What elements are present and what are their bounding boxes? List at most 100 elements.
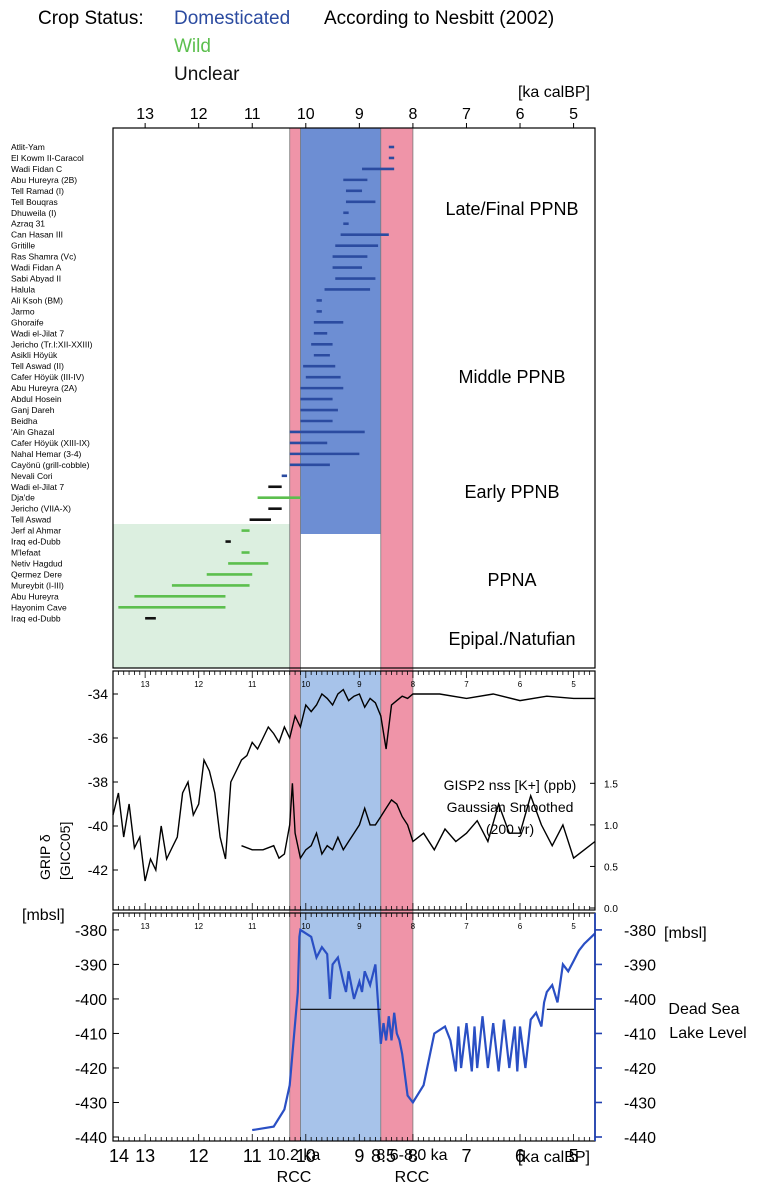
site-label: Ras Shamra (Vc) [11,252,76,262]
site-label: Ghoraife [11,317,44,327]
gisp2-label: Gaussian Smoothed [447,799,574,815]
gisp2-potassium-line [241,783,596,860]
site-label: Tell Aswad [11,515,51,525]
site-label: Wadi el-Jilat 7 [11,328,64,338]
site-label: Gritille [11,241,35,251]
lake-y-tick-left: -400 [75,992,107,1009]
site-label: Dhuweila (I) [11,208,57,218]
phase-label: PPNA [487,570,536,590]
legend-wild: Wild [174,36,211,57]
time-axes: [ka calBP] 13 12 11 10 9 8 7 6 5 14 13 12 11 10 9 8 7 6 5 8.… [109,84,590,1186]
bottom-tick-label: 5 [569,1146,579,1166]
site-label: Netiv Hagdud [11,558,63,568]
grip-ylabel-full: GRIP δ 18Oice (‰, VSMOW) [GICC05] [29,862,31,880]
site-label: Dja'de [11,493,35,503]
site-label: Abu Hureyra [11,591,59,601]
site-label: Abu Hureyra (2B) [11,175,77,185]
site-label: Qermez Dere [11,569,62,579]
mini-tick-label: 9 [357,922,362,931]
legend-source: According to Nesbitt (2002) [324,8,555,29]
grip-d18o-line [112,688,595,882]
site-label: Tell Aswad (II) [11,361,64,371]
site-label: Atlit-Yam [11,142,45,152]
site-label: Sabi Abyad II [11,274,61,284]
site-label: Can Hasan III [11,230,63,240]
site-label: El Kowm II-Caracol [11,153,84,163]
top-tick-label: 5 [569,106,578,123]
legend-unclear: Unclear [174,64,240,85]
gisp2-y-tick: 0.5 [604,862,618,873]
mini-tick-label: 11 [248,680,257,689]
grip-y-tick: -34 [88,686,108,702]
bottom-axis-unit: [ka calBP] [518,1149,590,1166]
grip-y-tick: -36 [88,730,108,746]
grip-y-tick: -38 [88,774,108,790]
lake-y-tick-left: -380 [75,923,107,940]
lake-y-tick-right: -400 [624,992,656,1009]
site-label: Iraq ed-Dubb [11,537,61,547]
bottom-tick-label-extra: 8.5 [371,1146,396,1166]
top-tick-label: 13 [136,106,154,123]
top-tick-label: 6 [516,106,525,123]
phase-label: Early PPNB [464,482,559,502]
lake-y-tick-right: -440 [624,1130,656,1147]
mini-tick-label: 5 [571,922,576,931]
grip-y-tick: -42 [88,862,108,878]
site-label: Tell Ramad (I) [11,186,64,196]
lake-y-tick-left: -390 [75,957,107,974]
bottom-tick-label: 12 [189,1146,209,1166]
gisp2-label: (200 yr) [486,821,534,837]
phase-label: Middle PPNB [458,367,565,387]
site-label: Jerf al Ahmar [11,526,61,536]
phase-label: Late/Final PPNB [445,199,578,219]
site-label: Ali Ksoh (BM) [11,295,63,305]
site-label: Hayonim Cave [11,602,67,612]
bottom-tick-label: 7 [461,1146,471,1166]
bottom-tick-label: 10 [296,1146,316,1166]
site-label: Abdul Hosein [11,394,62,404]
lake-label: Lake Level [669,1025,746,1042]
lake-y-tick-right: -420 [624,1061,656,1078]
mini-tick-label: 8 [411,680,416,689]
bottom-tick-label: 13 [135,1146,155,1166]
mini-tick-label: 6 [518,680,523,689]
rcc-name-label: RCC [277,1169,312,1186]
lake-y-tick-left: -410 [75,1026,107,1043]
lake-unit-left: [mbsl] [22,907,65,924]
rcc-name-label: RCC [395,1169,430,1186]
mini-tick-label: 5 [571,680,576,689]
site-label: Jarmo [11,306,35,316]
top-tick-label: 12 [190,106,208,123]
mini-tick-label: 12 [194,922,203,931]
top-tick-label: 8 [408,106,417,123]
bottom-tick-label: 14 [109,1146,129,1166]
site-label: Nahal Hemar (3-4) [11,449,82,459]
gisp2-y-tick: 0.0 [604,904,618,915]
lake-y-tick-right: -430 [624,1095,656,1112]
mini-tick-label: 13 [141,680,150,689]
site-label: Wadi Fidan C [11,164,62,174]
site-label: Nevali Cori [11,471,53,481]
lake-unit-right: [mbsl] [664,925,707,942]
mini-tick-label: 10 [301,680,310,689]
mini-tick-label: 11 [248,922,257,931]
crop-status-legend: Crop Status: Domesticated According to N… [38,8,758,90]
lake-level-line [252,928,596,1132]
site-label: Halula [11,284,35,294]
lake-y-tick-left: -430 [75,1095,107,1112]
gisp2-label: GISP2 nss [K+] (ppb) [444,777,577,793]
top-tick-label: 10 [297,106,315,123]
ice-core-panel: 13 12 11 10 9 8 7 6 5 -34 -36 -38 -40 -42 GRIP δ [GICC0… [29,671,618,915]
mini-tick-label: 13 [141,922,150,931]
top-tick-label: 11 [244,106,261,123]
rcc-age-label: 10.2 ka [268,1147,321,1164]
mini-tick-label: 8 [411,922,416,931]
lake-label: Dead Sea [668,1001,739,1018]
site-label: Cafer Höyük (XIII-IX) [11,438,90,448]
phase-label: Epipal./Natufian [448,629,575,649]
lake-y-tick-right: -410 [624,1026,656,1043]
bottom-tick-label: 8 [408,1146,418,1166]
gisp2-y-tick: 1.0 [604,821,618,832]
site-label: Asikli Höyük [11,350,58,360]
legend-heading: Crop Status: [38,8,144,29]
